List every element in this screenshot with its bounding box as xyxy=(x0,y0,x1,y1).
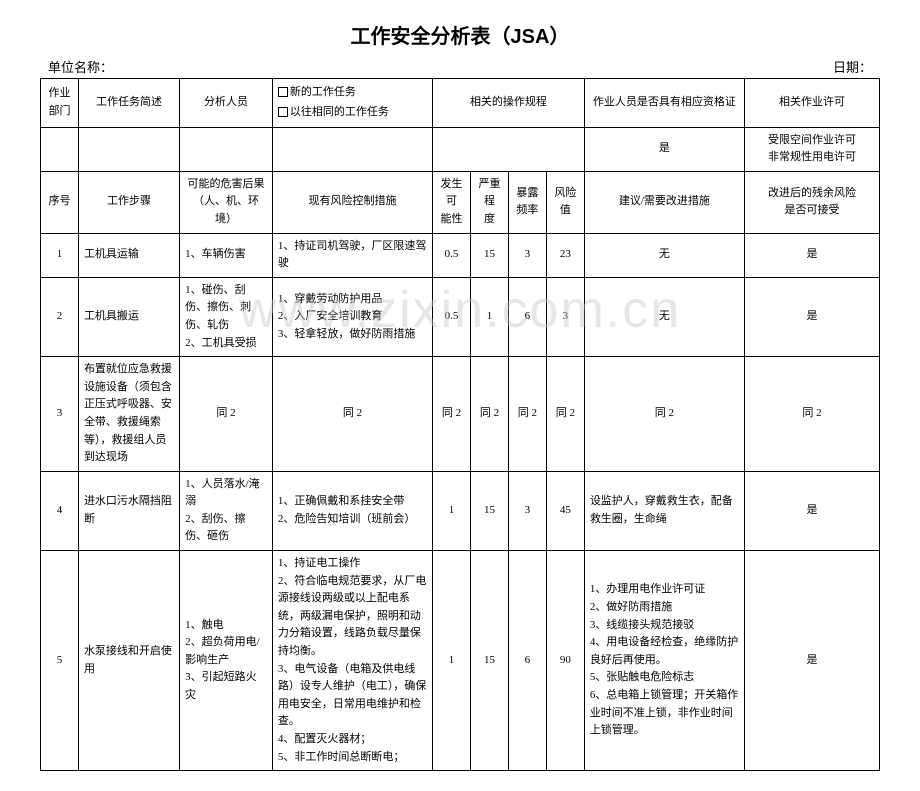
table-row: 2工机具搬运1、碰伤、刮伤、擦伤、刺伤、轧伤2、工机具受损1、穿戴劳动防护用品2… xyxy=(41,277,880,356)
cell-accept: 同 2 xyxy=(745,357,880,472)
cell-hazard: 1、碰伤、刮伤、擦伤、刺伤、轧伤2、工机具受损 xyxy=(180,277,273,356)
cell-prob: 0.5 xyxy=(433,233,471,277)
cell-sev: 同 2 xyxy=(471,357,509,472)
cell-prob: 同 2 xyxy=(433,357,471,472)
col-step: 工作步骤 xyxy=(78,171,179,233)
header-value-row: 是 受限空间作业许可非常规性用电许可 xyxy=(41,127,880,171)
cell-seq: 3 xyxy=(41,357,79,472)
checkbox-icon xyxy=(278,107,288,117)
val-analyst xyxy=(180,127,273,171)
cell-step: 水泵接线和开启使用 xyxy=(78,551,179,771)
cell-suggest: 设监护人，穿戴救生衣，配备救生圈，生命绳 xyxy=(584,471,744,550)
cell-step: 布置就位应急救援设施设备（须包含正压式呼吸器、安全带、救援绳索等），救援组人员到… xyxy=(78,357,179,472)
cell-seq: 2 xyxy=(41,277,79,356)
cell-control: 1、穿戴劳动防护用品2、入厂安全培训教育3、轻拿轻放，做好防雨措施 xyxy=(272,277,432,356)
val-task-desc xyxy=(78,127,179,171)
hdr-qualification: 作业人员是否具有相应资格证 xyxy=(584,79,744,128)
cell-hazard: 1、车辆伤害 xyxy=(180,233,273,277)
table-row: 5水泵接线和开启使用1、触电2、超负荷用电/影响生产3、引起短路火灾1、持证电工… xyxy=(41,551,880,771)
col-freq: 暴露频率 xyxy=(508,171,546,233)
cell-prob: 0.5 xyxy=(433,277,471,356)
cell-step: 进水口污水隔挡阻断 xyxy=(78,471,179,550)
cell-suggest: 无 xyxy=(584,233,744,277)
cell-seq: 4 xyxy=(41,471,79,550)
header-row-1: 作业部门 工作任务简述 分析人员 新的工作任务 以往相同的工作任务 相关的操作规… xyxy=(41,79,880,128)
cell-freq: 同 2 xyxy=(508,357,546,472)
cell-hazard: 1、人员落水/淹溺2、刮伤、擦伤、砸伤 xyxy=(180,471,273,550)
cell-risk: 同 2 xyxy=(546,357,584,472)
cell-accept: 是 xyxy=(745,233,880,277)
cell-risk: 3 xyxy=(546,277,584,356)
cell-accept: 是 xyxy=(745,551,880,771)
col-prob: 发生可能性 xyxy=(433,171,471,233)
cell-sev: 15 xyxy=(471,471,509,550)
task-type-old-label: 以往相同的工作任务 xyxy=(290,106,389,118)
cell-sev: 1 xyxy=(471,277,509,356)
checkbox-icon xyxy=(278,87,288,97)
cell-prob: 1 xyxy=(433,551,471,771)
cell-sev: 15 xyxy=(471,233,509,277)
cell-step: 工机具运输 xyxy=(78,233,179,277)
hdr-permit: 相关作业许可 xyxy=(745,79,880,128)
val-procedure xyxy=(433,127,585,171)
col-seq: 序号 xyxy=(41,171,79,233)
col-accept: 改进后的残余风险是否可接受 xyxy=(745,171,880,233)
col-risk: 风险值 xyxy=(546,171,584,233)
jsa-table: 作业部门 工作任务简述 分析人员 新的工作任务 以往相同的工作任务 相关的操作规… xyxy=(40,78,880,771)
table-row: 1工机具运输1、车辆伤害1、持证司机驾驶，厂区限速驾驶0.515323无是 xyxy=(41,233,880,277)
cell-suggest: 1、办理用电作业许可证2、做好防雨措施3、线缆接头规范接驳4、用电设备经检查，绝… xyxy=(584,551,744,771)
cell-control: 1、持证电工操作2、符合临电规范要求，从厂电源接线设两级或以上配电系统，两级漏电… xyxy=(272,551,432,771)
hdr-task-type: 新的工作任务 以往相同的工作任务 xyxy=(272,79,432,128)
col-suggest: 建议/需要改进措施 xyxy=(584,171,744,233)
cell-hazard: 同 2 xyxy=(180,357,273,472)
cell-hazard: 1、触电2、超负荷用电/影响生产3、引起短路火灾 xyxy=(180,551,273,771)
hdr-procedure: 相关的操作规程 xyxy=(433,79,585,128)
cell-seq: 5 xyxy=(41,551,79,771)
cell-risk: 45 xyxy=(546,471,584,550)
hdr-analyst: 分析人员 xyxy=(180,79,273,128)
cell-suggest: 无 xyxy=(584,277,744,356)
hdr-task-desc: 工作任务简述 xyxy=(78,79,179,128)
cell-freq: 6 xyxy=(508,551,546,771)
val-dept xyxy=(41,127,79,171)
task-type-new-label: 新的工作任务 xyxy=(290,86,356,98)
cell-control: 同 2 xyxy=(272,357,432,472)
val-permit: 受限空间作业许可非常规性用电许可 xyxy=(745,127,880,171)
hdr-dept: 作业部门 xyxy=(41,79,79,128)
cell-suggest: 同 2 xyxy=(584,357,744,472)
col-hazard: 可能的危害后果（人、机、环境） xyxy=(180,171,273,233)
val-task-type xyxy=(272,127,432,171)
cell-freq: 3 xyxy=(508,471,546,550)
date-label: 日期： xyxy=(833,57,872,76)
org-label: 单位名称： xyxy=(48,57,113,76)
cell-prob: 1 xyxy=(433,471,471,550)
table-row: 4进水口污水隔挡阻断1、人员落水/淹溺2、刮伤、擦伤、砸伤1、正确佩戴和系挂安全… xyxy=(41,471,880,550)
col-control: 现有风险控制措施 xyxy=(272,171,432,233)
col-sev: 严重程度 xyxy=(471,171,509,233)
cell-risk: 90 xyxy=(546,551,584,771)
val-qualification: 是 xyxy=(584,127,744,171)
cell-accept: 是 xyxy=(745,277,880,356)
cell-risk: 23 xyxy=(546,233,584,277)
cell-step: 工机具搬运 xyxy=(78,277,179,356)
cell-freq: 6 xyxy=(508,277,546,356)
meta-row: 单位名称： 日期： xyxy=(40,57,880,76)
header-row-2: 序号 工作步骤 可能的危害后果（人、机、环境） 现有风险控制措施 发生可能性 严… xyxy=(41,171,880,233)
page-title: 工作安全分析表（JSA） xyxy=(40,20,880,49)
cell-accept: 是 xyxy=(745,471,880,550)
cell-freq: 3 xyxy=(508,233,546,277)
cell-sev: 15 xyxy=(471,551,509,771)
table-row: 3布置就位应急救援设施设备（须包含正压式呼吸器、安全带、救援绳索等），救援组人员… xyxy=(41,357,880,472)
cell-control: 1、正确佩戴和系挂安全带2、危险告知培训（班前会） xyxy=(272,471,432,550)
cell-control: 1、持证司机驾驶，厂区限速驾驶 xyxy=(272,233,432,277)
cell-seq: 1 xyxy=(41,233,79,277)
